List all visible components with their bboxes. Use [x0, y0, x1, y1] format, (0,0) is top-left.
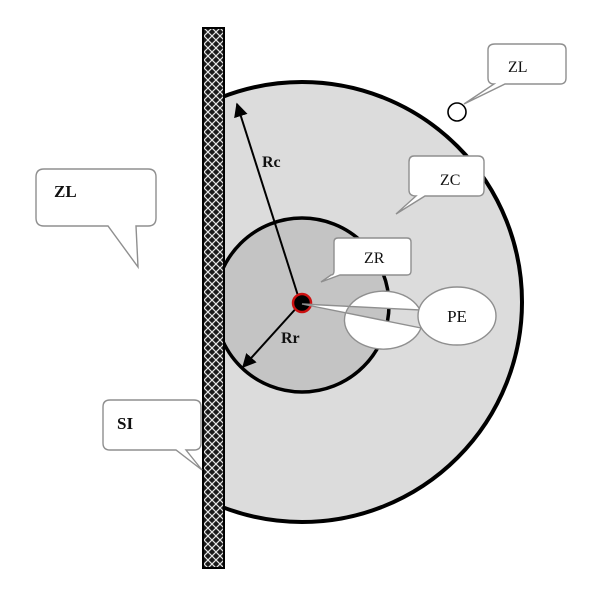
zr-label: ZR [364, 250, 385, 267]
zl-top-label: ZL [508, 59, 528, 76]
rr-label: Rr [281, 330, 300, 347]
rc-label: Rc [262, 154, 281, 171]
si-callout [102, 399, 203, 471]
pe-callout [301, 290, 422, 350]
pe-label: PE [447, 307, 467, 326]
wall-bar [202, 27, 225, 569]
zl-top-marker [447, 102, 467, 122]
zl-left-label: ZL [54, 182, 77, 201]
zr-callout [320, 237, 412, 283]
rc-arrow [234, 102, 301, 303]
rr-arrow [242, 303, 301, 369]
center-point [291, 292, 313, 314]
zc-callout [395, 155, 485, 215]
si-label: SI [117, 414, 133, 433]
zl-top-callout [463, 43, 567, 105]
zc-label: ZC [440, 172, 460, 189]
zl-left-callout [35, 168, 157, 270]
